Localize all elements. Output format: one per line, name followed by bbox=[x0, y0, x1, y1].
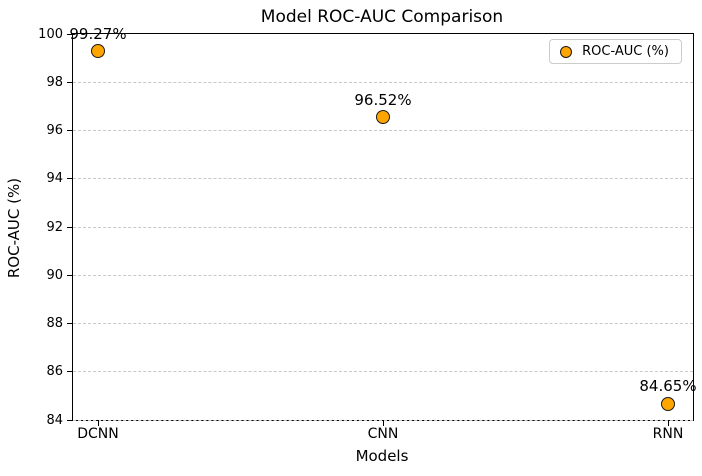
y-gridline bbox=[73, 81, 693, 83]
y-tick-mark bbox=[67, 178, 73, 180]
y-axis-label: ROC-AUC (%) bbox=[5, 177, 23, 279]
x-tick-mark bbox=[97, 420, 99, 426]
y-tick-mark bbox=[67, 81, 73, 83]
y-tick-mark bbox=[67, 371, 73, 373]
y-tick-mark bbox=[67, 130, 73, 131]
legend: ROC-AUC (%) bbox=[549, 39, 682, 64]
y-tick-mark bbox=[67, 274, 73, 276]
y-tick-label: 94 bbox=[46, 171, 63, 187]
y-gridline bbox=[73, 274, 693, 276]
y-tick-label: 86 bbox=[46, 364, 63, 380]
x-tick-label: DCNN bbox=[77, 426, 119, 442]
y-tick-label: 88 bbox=[46, 316, 63, 331]
y-gridline bbox=[73, 323, 693, 324]
point-value-label: 99.27% bbox=[69, 24, 127, 43]
y-gridline bbox=[73, 226, 693, 228]
y-tick-label: 90 bbox=[46, 267, 63, 283]
y-tick-label: 92 bbox=[46, 219, 63, 235]
y-tick-label: 98 bbox=[46, 74, 63, 90]
y-tick-mark bbox=[67, 226, 73, 228]
y-tick-mark bbox=[67, 419, 73, 421]
y-gridline bbox=[73, 130, 693, 131]
y-tick-mark bbox=[67, 323, 73, 324]
chart-title: Model ROC-AUC Comparison bbox=[260, 7, 504, 27]
legend-label: ROC-AUC (%) bbox=[582, 44, 669, 59]
x-tick-mark bbox=[382, 420, 384, 426]
y-gridline bbox=[73, 371, 693, 373]
y-tick-label: 96 bbox=[46, 123, 63, 138]
data-point-dcnn bbox=[90, 44, 105, 59]
legend-marker-icon bbox=[560, 45, 573, 58]
point-value-label: 96.52% bbox=[354, 90, 412, 109]
x-tick-mark bbox=[667, 420, 669, 426]
y-gridline bbox=[73, 178, 693, 180]
x-tick-label: RNN bbox=[652, 426, 684, 442]
data-point-rnn bbox=[660, 396, 675, 411]
point-value-label: 84.65% bbox=[639, 377, 697, 396]
data-point-cnn bbox=[375, 110, 390, 125]
plot-area: ROC-AUC (%) 84 86 88 90 92 94 96 98 100 DCNN CNN RN… bbox=[38, 26, 696, 442]
y-tick-mark bbox=[67, 33, 73, 35]
x-tick-label: CNN bbox=[367, 426, 399, 442]
x-axis-label: Models bbox=[355, 447, 409, 465]
y-tick-label: 84 bbox=[46, 412, 63, 428]
y-tick-label: 100 bbox=[38, 26, 63, 42]
